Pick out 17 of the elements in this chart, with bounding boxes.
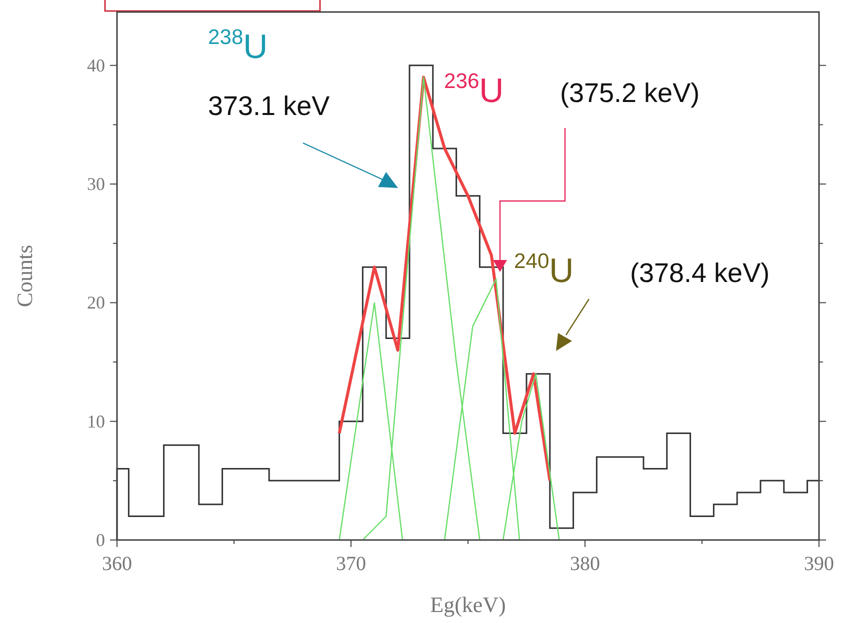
y-axis-title: Counts	[12, 244, 37, 308]
y-tick-label: 0	[96, 530, 105, 550]
y-tick-label: 20	[87, 292, 105, 313]
annotation: (378.4 keV)	[630, 258, 770, 288]
y-tick-label: 40	[87, 55, 105, 76]
annotation: (375.2 keV)	[560, 78, 700, 108]
annotation: $^{240}$U	[514, 250, 574, 290]
x-tick-label: 370	[336, 553, 366, 575]
y-tick-label: 30	[87, 174, 105, 194]
x-tick-label: 360	[102, 553, 132, 575]
x-tick-label: 380	[570, 553, 600, 575]
x-tick-label: 390	[804, 553, 834, 575]
x-axis-title: Eg(keV)	[430, 592, 506, 617]
annotation: $^{236}$U	[444, 70, 504, 110]
annotation: $^{238}$U	[208, 26, 268, 66]
y-tick-label: 10	[87, 411, 105, 432]
annotation: 373.1 keV	[208, 91, 330, 121]
